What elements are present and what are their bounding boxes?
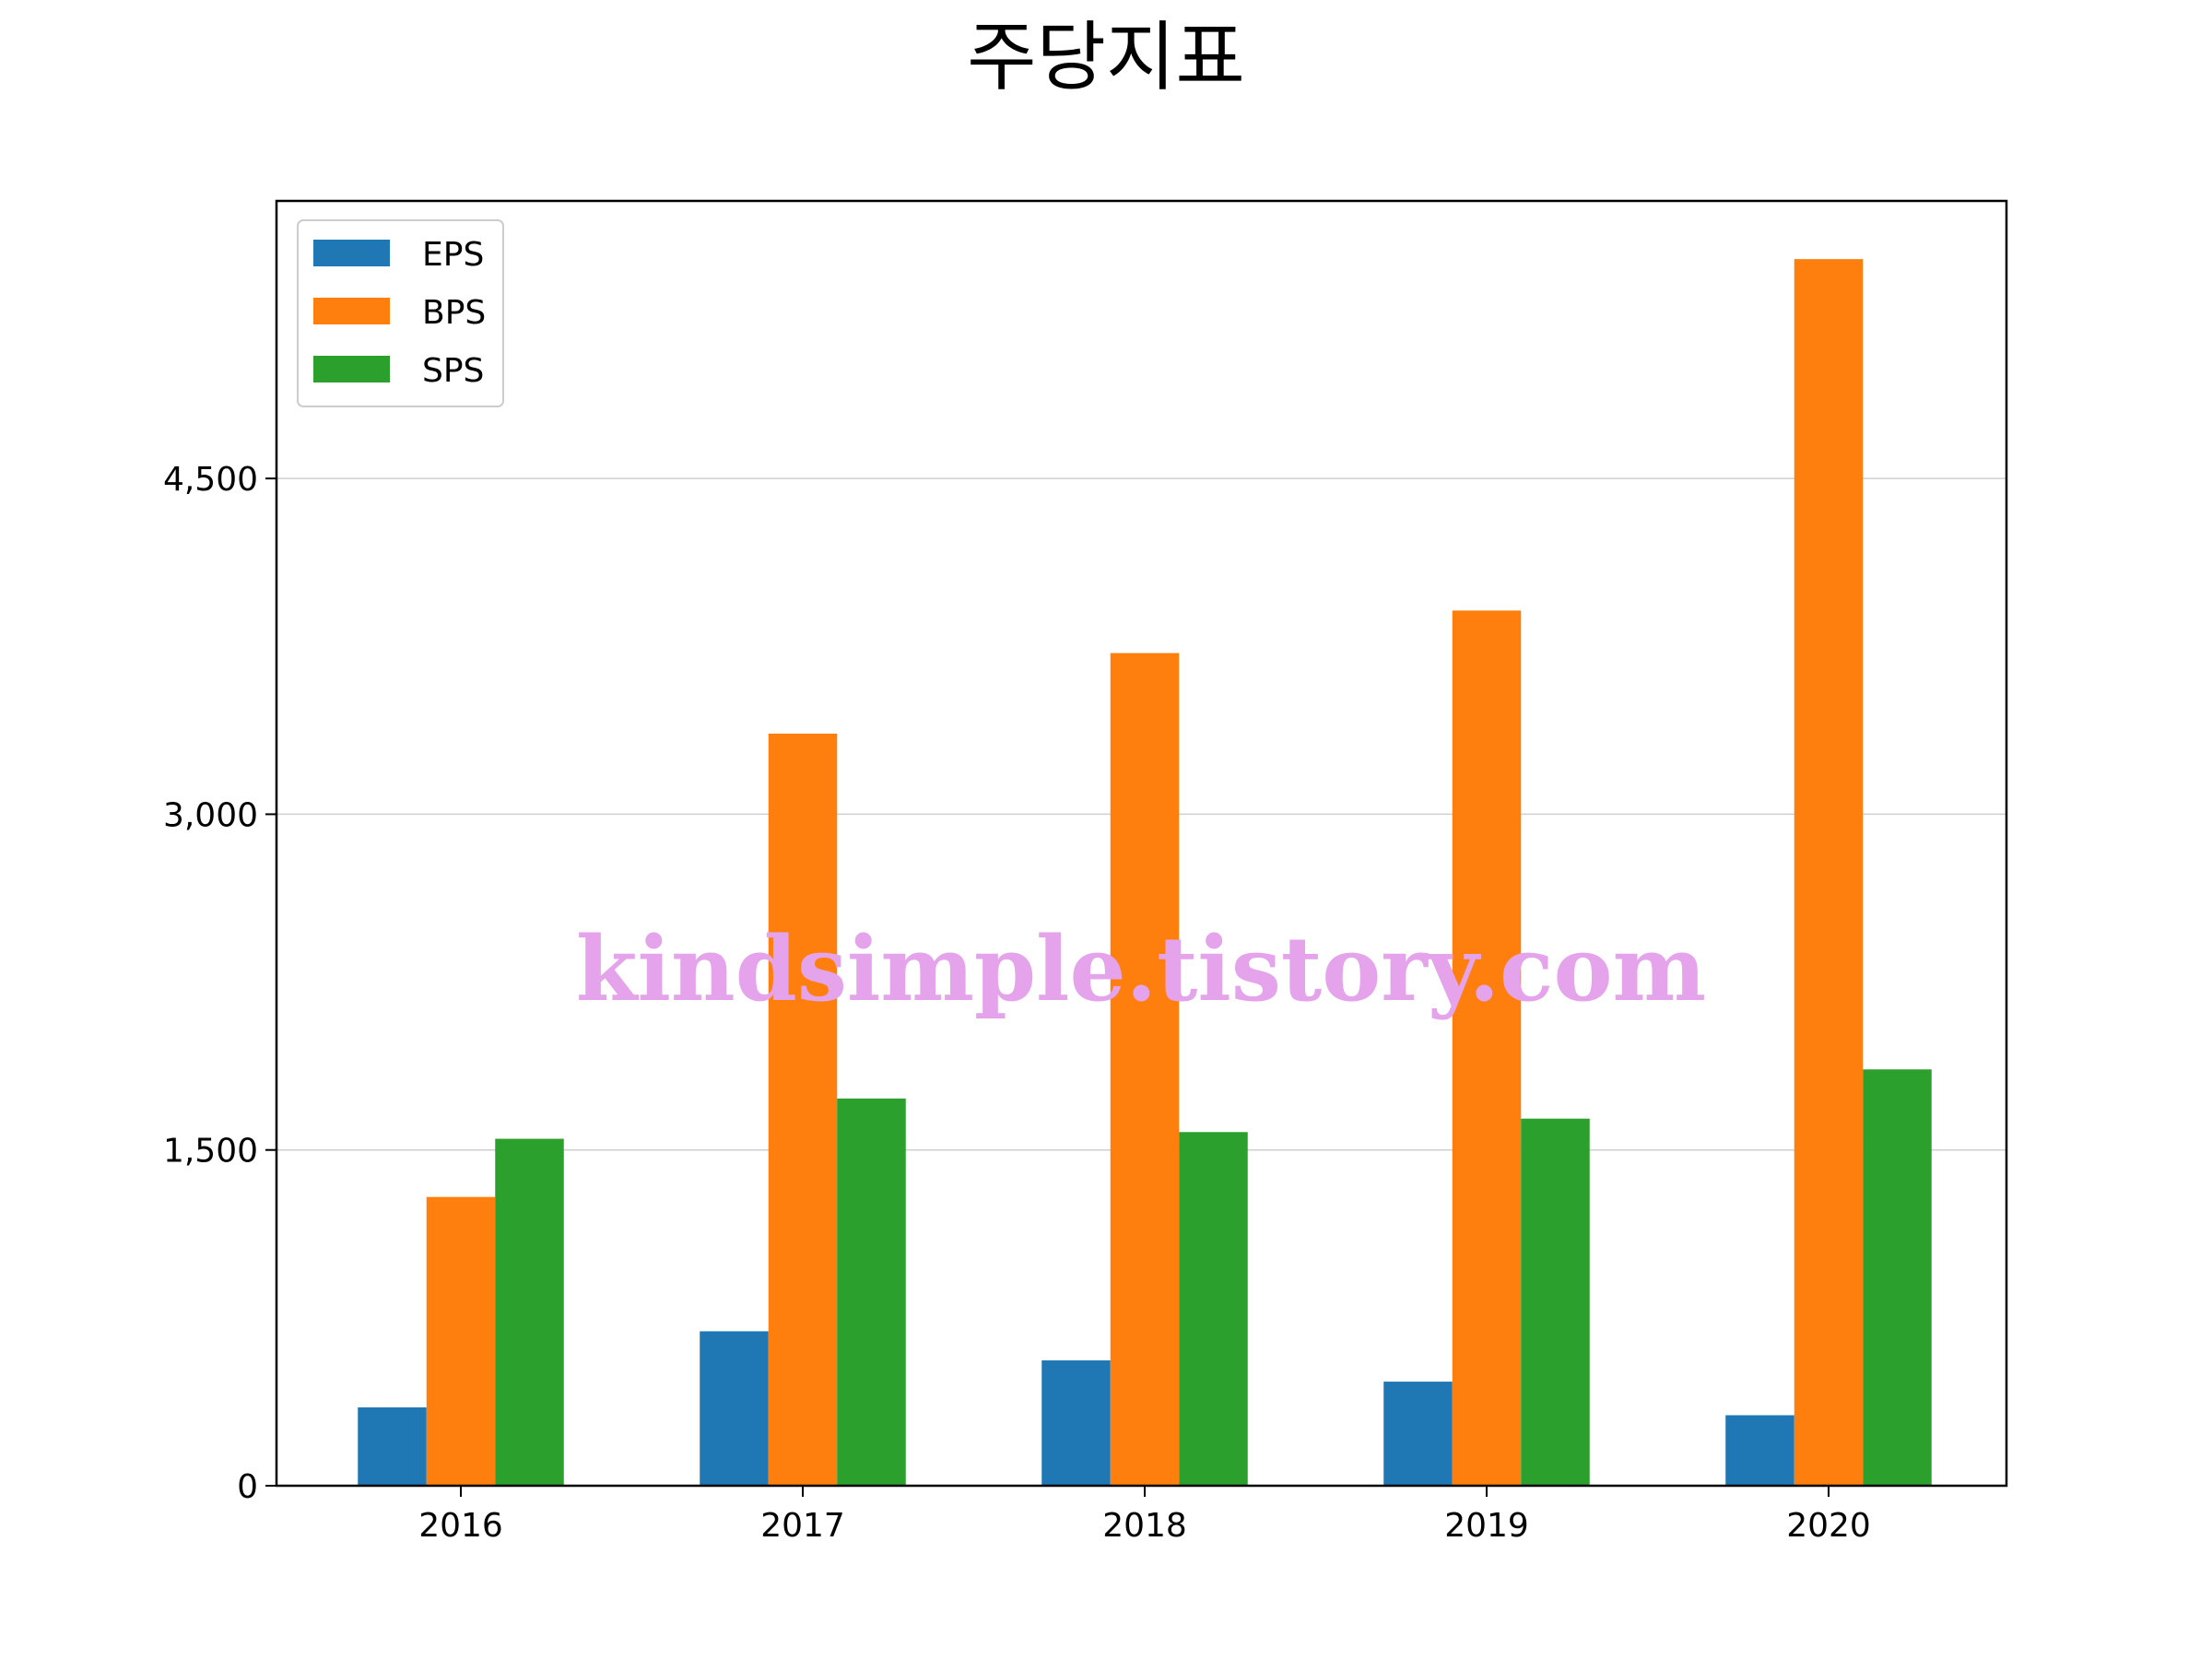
bar-eps	[1725, 1415, 1794, 1486]
legend-label-sps: SPS	[422, 352, 484, 390]
x-tick-label: 2016	[418, 1507, 503, 1545]
y-tick-label: 0	[237, 1468, 258, 1506]
bars	[358, 259, 1932, 1487]
chart-title: 주당지표	[967, 14, 1245, 101]
bar-bps	[1110, 653, 1180, 1486]
bar-eps	[358, 1407, 427, 1486]
bar-sps	[837, 1098, 906, 1486]
legend-swatch-bps	[313, 298, 390, 324]
bar-sps	[495, 1138, 564, 1486]
legend-swatch-eps	[313, 240, 390, 266]
bar-eps	[1383, 1382, 1453, 1486]
watermark-layer: kindsimple.tistory.com	[576, 917, 1706, 1021]
y-tick-label: 3,000	[163, 796, 258, 834]
bar-eps	[1041, 1360, 1111, 1486]
legend: EPS BPS SPS	[297, 219, 504, 407]
x-axis: 2016 2017 2018 2019 2020	[418, 1486, 1871, 1545]
y-tick-label: 4,500	[163, 461, 258, 499]
bar-bps	[1794, 259, 1864, 1487]
x-tick-label: 2019	[1444, 1507, 1529, 1545]
y-axis: 0 1,500 3,000 4,500	[163, 461, 276, 1506]
legend-label-bps: BPS	[422, 294, 486, 332]
bar-bps	[426, 1196, 496, 1486]
x-tick-label: 2017	[760, 1507, 845, 1545]
bar-sps	[1863, 1069, 1932, 1486]
y-tick-label: 1,500	[163, 1133, 258, 1171]
legend-swatch-sps	[313, 356, 390, 382]
plot-frame	[275, 199, 2008, 1488]
bar-bps	[768, 734, 838, 1486]
bar-sps	[1179, 1132, 1248, 1486]
bar-eps	[700, 1331, 769, 1486]
bar-sps	[1521, 1118, 1590, 1486]
x-tick-label: 2020	[1786, 1507, 1871, 1545]
x-tick-label: 2018	[1102, 1507, 1187, 1545]
legend-label-eps: EPS	[422, 236, 484, 274]
watermark: kindsimple.tistory.com	[576, 917, 1706, 1021]
bar-bps	[1452, 610, 1522, 1486]
